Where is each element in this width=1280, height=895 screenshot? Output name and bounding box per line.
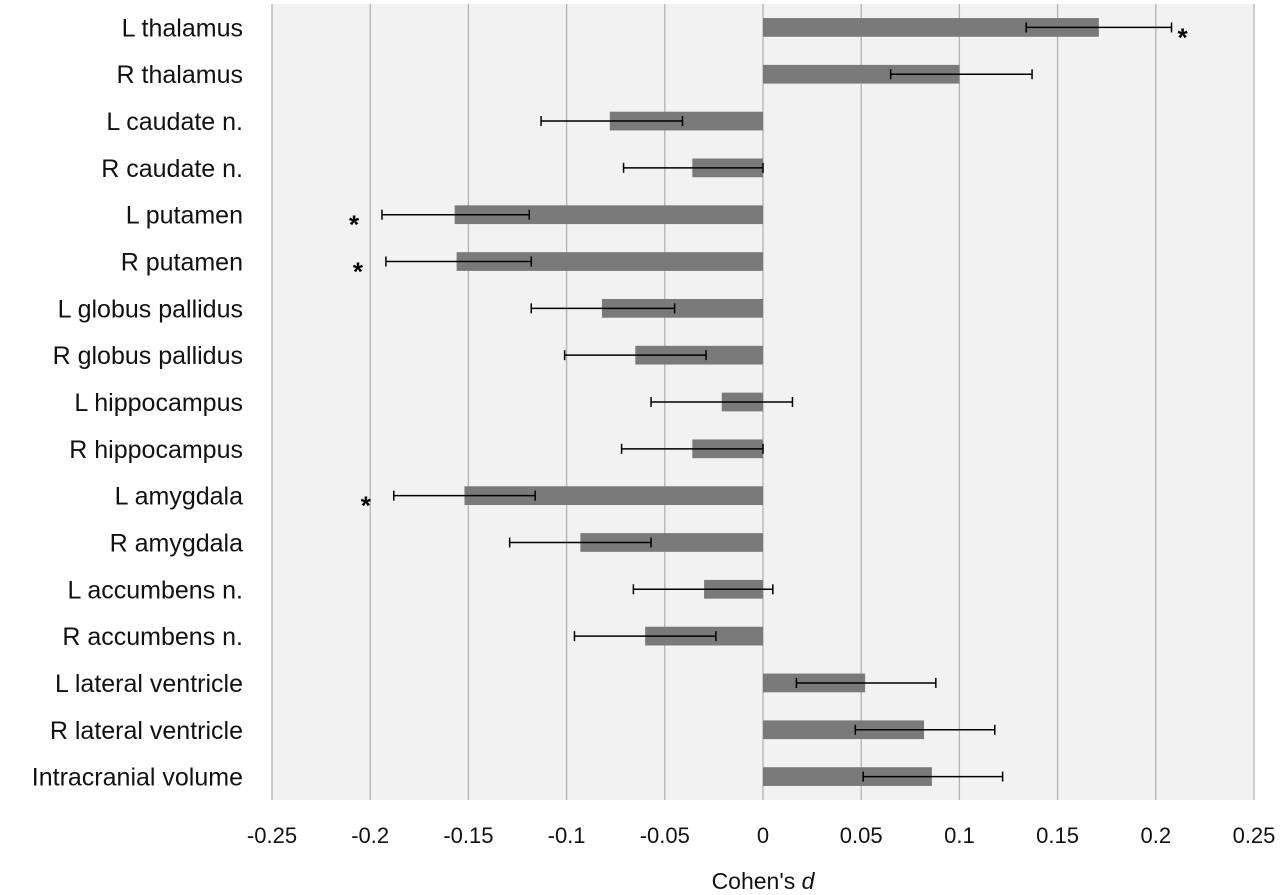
bar [601, 298, 763, 318]
significance-star: * [1178, 22, 1189, 52]
x-axis-label-text: Cohen's [712, 868, 802, 894]
category-label: R putamen [121, 249, 243, 277]
error-bar [508, 537, 652, 548]
bar [580, 533, 763, 552]
x-tick-label: -0.1 [548, 823, 586, 848]
x-tick-label: -0.05 [640, 823, 690, 848]
x-tick-label: -0.15 [443, 823, 493, 848]
bar [454, 205, 763, 225]
bar [763, 767, 932, 786]
error-bar [573, 631, 717, 642]
x-tick-label: -0.2 [351, 823, 389, 848]
error-bar [381, 209, 531, 220]
error-bar [854, 724, 996, 735]
bar [609, 111, 763, 131]
error-bar [650, 397, 794, 407]
error-bar [385, 256, 532, 267]
category-label: Intracranial volume [32, 764, 243, 792]
error-bar [632, 584, 774, 595]
error-bar [540, 116, 684, 127]
gridlines [271, 4, 1255, 800]
category-labels: L thalamus R thalamus L caudate n. R caudat… [32, 14, 243, 791]
category-label: L caudate n. [106, 108, 243, 136]
bar [456, 252, 763, 271]
x-tick-label: -0.25 [247, 823, 297, 848]
category-label: R globus pallidus [53, 342, 243, 370]
bars [454, 18, 1099, 786]
x-axis-label: Cohen's d [712, 868, 816, 894]
x-tick-label: 0.1 [944, 823, 975, 848]
error-bar [862, 771, 1004, 782]
significance-star: * [353, 257, 364, 287]
category-label: L thalamus [122, 14, 243, 42]
x-tick-label: 0.05 [840, 823, 883, 848]
x-tick-label: 0.25 [1233, 823, 1276, 848]
x-tick-labels: -0.25 -0.2 -0.15 -0.1 -0.05 0 0.05 0.1 0.15 0.2 0.… [247, 823, 1275, 848]
x-tick-label: 0 [757, 823, 769, 848]
bar [464, 486, 763, 506]
significance-star: * [361, 491, 372, 521]
x-axis-label-italic: d [802, 868, 816, 894]
category-label: R thalamus [117, 61, 243, 89]
error-bar [563, 350, 707, 361]
bar [763, 720, 925, 740]
error-bar [530, 303, 676, 314]
x-tick-label: 0.2 [1141, 823, 1172, 848]
category-label: L globus pallidus [58, 295, 243, 323]
bar [763, 64, 960, 84]
error-bar [795, 677, 937, 688]
category-label: R amygdala [110, 529, 243, 557]
significance-star: * [349, 210, 360, 240]
category-label: R lateral ventricle [50, 717, 243, 745]
category-label: L accumbens n. [67, 576, 243, 604]
error-bar [393, 490, 536, 501]
category-label: R caudate n. [101, 155, 243, 183]
error-bar [620, 443, 764, 454]
significance-markers: * * * * [349, 22, 1189, 520]
category-label: R hippocampus [69, 436, 243, 464]
error-bars [381, 22, 1173, 782]
category-label: L amygdala [115, 483, 243, 511]
bar [763, 18, 1099, 37]
category-label: L putamen [126, 202, 243, 230]
category-label: R accumbens n. [62, 623, 243, 651]
error-bar [622, 162, 764, 173]
category-label: L hippocampus [74, 389, 243, 417]
category-label: L lateral ventricle [55, 670, 243, 698]
x-tick-label: 0.15 [1036, 823, 1079, 848]
error-bar [889, 69, 1033, 80]
error-bar [1025, 22, 1173, 33]
